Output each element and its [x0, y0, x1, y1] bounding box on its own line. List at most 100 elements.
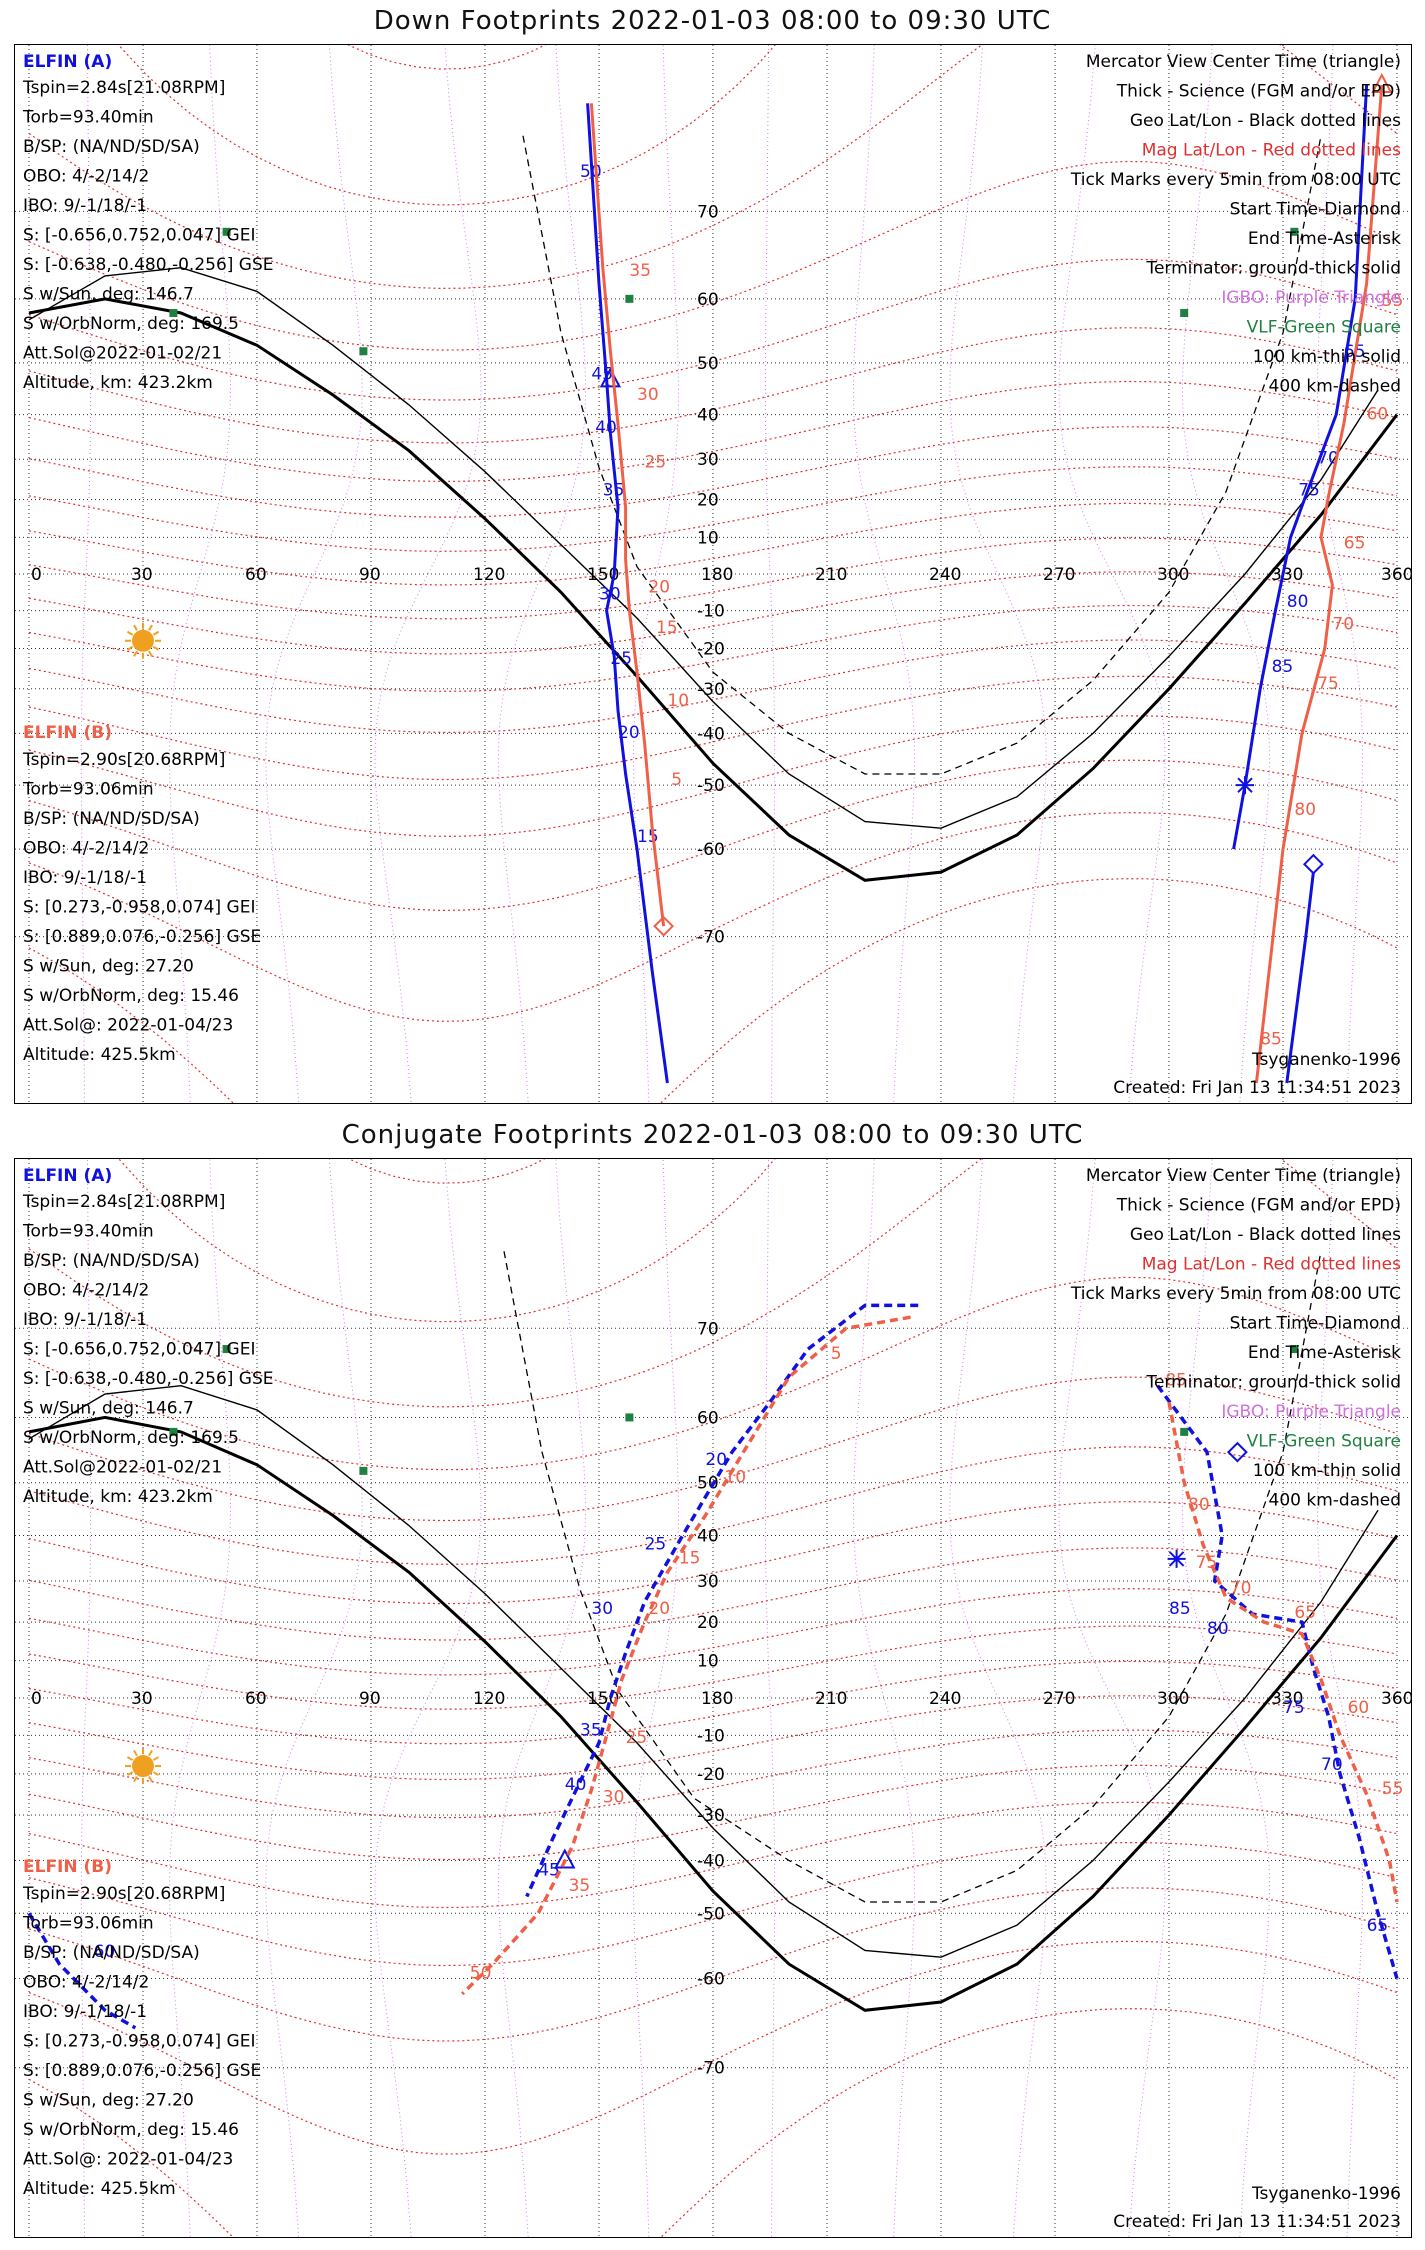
series-4: 60: [27, 1912, 137, 2030]
sun-ray: [126, 1756, 134, 1761]
track-time-label: 20: [618, 723, 640, 743]
vlf-square-marker: [1180, 1427, 1189, 1436]
legend-entry: Geo Lat/Lon - Black dotted lines: [1130, 111, 1401, 131]
vlf-square-marker: [1180, 309, 1189, 318]
series-1: 5 10 15 20 25 30 35 50: [460, 1315, 911, 1996]
track-time-label: 65: [1294, 1603, 1316, 1623]
lat-tick-label: 50: [697, 354, 719, 374]
footprint-track: [1156, 1384, 1399, 1980]
lon-tick-label: 240: [929, 565, 961, 585]
mag-parallel: [28, 715, 1398, 837]
geo-grid: [15, 1159, 1411, 2237]
track-time-label: 20: [705, 1450, 727, 1470]
lat-tick-label: -50: [697, 776, 725, 796]
track-time-label: 75: [1317, 674, 1339, 694]
elfin-b-info-line: S: [0.889,0.076,-0.256] GSE: [23, 927, 261, 947]
start-time-diamond-marker: [1226, 1441, 1248, 1463]
legend: Mercator View Center Time (triangle) Thic…: [1070, 52, 1401, 397]
track-time-label: 30: [603, 1787, 625, 1807]
track-time-label: 60: [1348, 1698, 1370, 1718]
mag-parallel: [28, 1276, 1398, 1471]
track-time-label: 60: [1367, 404, 1389, 424]
center-time-triangle-marker: [1371, 72, 1393, 94]
mag-parallel: [28, 1940, 1398, 2155]
mag-parallel: [28, 604, 1398, 692]
lon-tick-label: 180: [701, 1689, 733, 1709]
mag-meridian: [1316, 45, 1364, 1103]
elfin-a-info-line: S w/Sun, deg: 146.7: [23, 285, 194, 305]
elfin-b-header: ELFIN (B): [23, 1857, 112, 1877]
track-time-label: 70: [1230, 1579, 1252, 1599]
lat-tick-label: 10: [697, 1652, 719, 1672]
lon-tick-label: 90: [359, 1689, 381, 1709]
mag-parallel: [28, 45, 1398, 290]
track-time-label: 30: [591, 1599, 613, 1619]
mag-parallel: [28, 1660, 1398, 1745]
series-0: 20 25 30 35 40 45: [525, 1303, 919, 1898]
elfin-a-header: ELFIN (A): [23, 52, 112, 72]
info-block-elfin-a: ELFIN (A) Tspin=2.84s[21.08RPM] Torb=93.40…: [22, 1166, 274, 1507]
elfin-a-info-line: Altitude, km: 423.2km: [23, 373, 213, 393]
mag-parallel: [28, 1159, 1398, 1408]
sun-ray: [133, 624, 138, 631]
elfin-b-info-line: Tspin=2.90s[20.68RPM]: [22, 1884, 225, 1904]
track-time-label: 20: [648, 1599, 670, 1619]
mag-meridian: [1058, 45, 1166, 1103]
elfin-a-info-line: S w/OrbNorm, deg: 169.5: [23, 1428, 239, 1448]
sun-ray: [148, 1775, 153, 1783]
elfin-b-info-line: Altitude: 425.5km: [23, 1045, 176, 1065]
tick-labels: 0 30 60 90 120 150 180 210 240 270 300 330 360 70 60 50…: [31, 202, 1411, 947]
sun-ray: [126, 630, 134, 636]
footprint-track: [1285, 871, 1315, 1084]
mag-parallel: [28, 1446, 1398, 1565]
mag-meridian: [374, 45, 482, 1103]
lat-tick-label: -30: [697, 1806, 725, 1826]
lon-tick-label: 270: [1043, 1689, 1075, 1709]
legend-entry: Terminator: ground-thick solid: [1145, 1373, 1401, 1393]
legend-entry: 400 km-dashed: [1269, 377, 1401, 397]
track-time-label: 85: [1165, 1371, 1187, 1391]
vlf-square-marker: [222, 1345, 231, 1354]
track-time-label: 25: [610, 649, 632, 669]
elfin-a-info-line: Att.Sol@2022-01-02/21: [23, 1458, 222, 1478]
sun-ray: [126, 1771, 134, 1776]
elfin-b-info-line: B/SP: (NA/ND/SD/SA): [23, 1943, 200, 1963]
lon-tick-label: 300: [1157, 565, 1189, 585]
track-time-label: 25: [626, 1728, 648, 1748]
sun-ray: [148, 1749, 153, 1757]
vlf-square-marker: [359, 1466, 368, 1475]
lon-tick-label: 0: [31, 565, 42, 585]
legend-entry: Start Time-Diamond: [1230, 1314, 1401, 1334]
lon-tick-label: 210: [815, 1689, 847, 1709]
lat-tick-label: -70: [697, 2059, 725, 2079]
elfin-b-info-line: Tspin=2.90s[20.68RPM]: [22, 750, 225, 770]
lat-tick-label: 10: [697, 528, 719, 548]
lat-tick-label: 70: [697, 202, 719, 222]
elfin-a-info-line: Torb=93.40min: [22, 1222, 154, 1242]
mag-parallel: [28, 426, 1398, 518]
elfin-b-info-line: IBO: 9/-1/18/-1: [23, 868, 147, 888]
track-time-label: 20: [648, 577, 670, 597]
lon-tick-label: 30: [131, 1689, 153, 1709]
vlf-square-marker: [625, 294, 634, 303]
terminator-dashed: [503, 1251, 1322, 1903]
elfin-b-info-line: Altitude: 425.5km: [23, 2179, 176, 2199]
vlf-stations: [169, 1345, 1299, 1475]
mag-parallel: [28, 1695, 1398, 1781]
elfin-a-info-line: S w/OrbNorm, deg: 169.5: [23, 314, 239, 334]
footprint-track: [525, 1303, 919, 1898]
elfin-a-info-line: B/SP: (NA/ND/SD/SA): [23, 137, 200, 157]
mag-meridian: [1058, 1159, 1166, 2237]
mag-grid: [28, 45, 1398, 1103]
lon-tick-label: 120: [473, 1689, 505, 1709]
elfin-a-header: ELFIN (A): [23, 1166, 112, 1186]
vlf-square-marker: [1290, 1345, 1299, 1354]
elfin-b-info-line: S w/Sun, deg: 27.20: [23, 2091, 194, 2111]
track-time-label: 55: [1382, 1779, 1404, 1799]
lon-tick-label: 180: [701, 565, 733, 585]
elfin-a-info-line: S: [-0.656,0.752,0.047] GEI: [23, 1340, 255, 1360]
track-time-label: 75: [1196, 1553, 1218, 1573]
mag-parallel: [28, 1887, 1398, 2042]
sun-icon: [125, 622, 161, 659]
lat-tick-label: -50: [697, 1904, 725, 1924]
